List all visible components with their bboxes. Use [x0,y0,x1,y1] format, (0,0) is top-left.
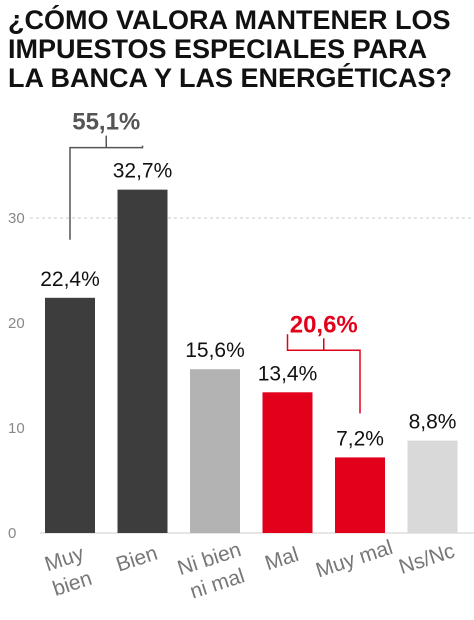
bar [407,440,458,533]
bar [117,189,168,533]
y-tick-label: 0 [8,525,16,542]
x-tick-label: Bien [113,542,160,577]
bar [262,392,313,533]
title-line-3: LA BANCA Y LAS ENERGÉTICAS? [8,63,453,93]
data-label: 7,2% [336,427,384,450]
bar [335,457,385,533]
bar [190,369,240,533]
y-tick-label: 10 [8,420,25,437]
group-total-label: 55,1% [72,109,140,136]
group-total-label: 20,6% [290,311,358,338]
x-tick-label: Ni bienni mal [175,538,252,605]
y-tick-label: 30 [8,210,25,227]
x-tick-label: Muy mal [313,536,396,582]
x-tick-label: Ns/Nc [396,539,457,579]
data-label: 15,6% [185,339,245,362]
chart-title: ¿CÓMO VALORA MANTENER LOS IMPUESTOS ESPE… [8,6,468,93]
x-tick-label: Muybien [42,542,95,601]
title-line-1: ¿CÓMO VALORA MANTENER LOS [8,5,451,35]
data-label: 13,4% [258,362,318,385]
data-label: 22,4% [40,268,100,291]
y-tick-label: 20 [8,315,25,332]
bar [45,297,95,533]
title-line-2: IMPUESTOS ESPECIALES PARA [8,34,428,64]
data-label: 32,7% [113,160,173,183]
x-tick-label: Mal [262,543,301,575]
data-label: 8,8% [409,411,457,434]
